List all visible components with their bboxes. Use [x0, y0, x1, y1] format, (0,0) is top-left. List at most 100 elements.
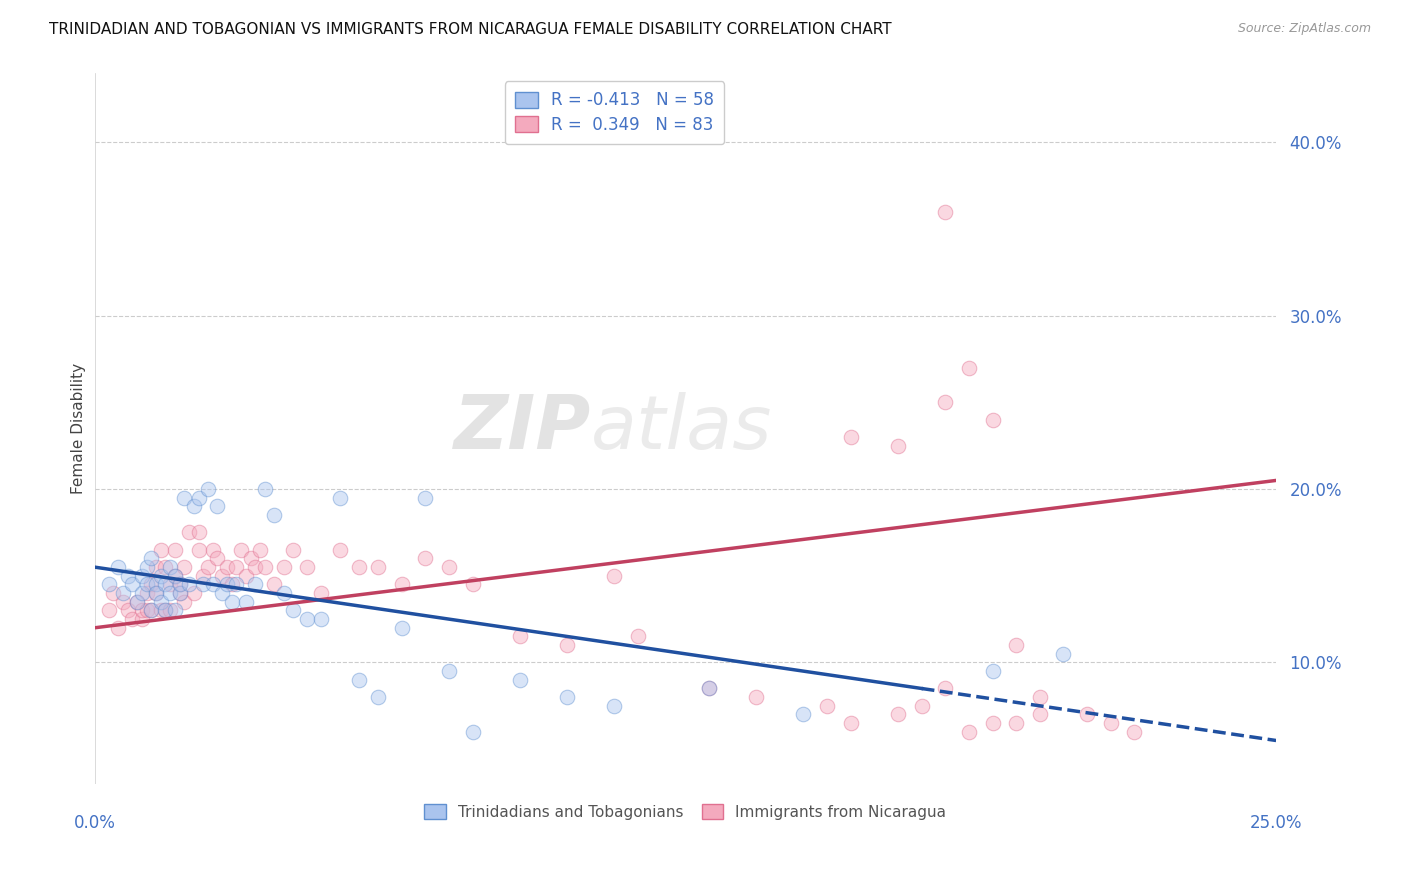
Point	[117, 569, 139, 583]
Point	[159, 586, 181, 600]
Point	[193, 577, 215, 591]
Legend: Trinidadians and Tobagonians, Immigrants from Nicaragua: Trinidadians and Tobagonians, Immigrants…	[418, 798, 952, 826]
Point	[1052, 647, 1074, 661]
Point	[253, 482, 276, 496]
Point	[207, 551, 229, 566]
Point	[1123, 724, 1146, 739]
Point	[111, 586, 134, 600]
Point	[391, 577, 413, 591]
Point	[245, 577, 267, 591]
Point	[415, 491, 437, 505]
Point	[135, 603, 157, 617]
Point	[155, 560, 177, 574]
Point	[887, 439, 910, 453]
Point	[263, 577, 285, 591]
Point	[197, 482, 219, 496]
Point	[1076, 707, 1098, 722]
Point	[131, 586, 153, 600]
Point	[273, 560, 295, 574]
Point	[367, 560, 389, 574]
Point	[249, 542, 271, 557]
Point	[253, 560, 276, 574]
Text: 0.0%: 0.0%	[73, 814, 115, 832]
Point	[169, 586, 191, 600]
Point	[697, 681, 720, 696]
Point	[215, 560, 238, 574]
Point	[183, 586, 205, 600]
Point	[141, 577, 163, 591]
Point	[155, 603, 177, 617]
Point	[221, 577, 243, 591]
Point	[193, 569, 215, 583]
Point	[603, 569, 626, 583]
Point	[329, 491, 352, 505]
Text: atlas: atlas	[591, 392, 772, 465]
Point	[149, 542, 172, 557]
Point	[159, 577, 181, 591]
Point	[187, 525, 209, 540]
Point	[159, 603, 181, 617]
Point	[127, 595, 149, 609]
Point	[145, 577, 167, 591]
Point	[135, 577, 157, 591]
Point	[103, 586, 125, 600]
Point	[461, 724, 484, 739]
Point	[957, 724, 980, 739]
Point	[245, 560, 267, 574]
Y-axis label: Female Disability: Female Disability	[72, 363, 86, 494]
Point	[211, 586, 233, 600]
Point	[131, 569, 153, 583]
Point	[1029, 690, 1052, 705]
Point	[163, 569, 186, 583]
Point	[173, 491, 195, 505]
Point	[201, 542, 224, 557]
Point	[211, 569, 233, 583]
Point	[187, 542, 209, 557]
Point	[1005, 716, 1028, 731]
Point	[509, 630, 531, 644]
Point	[229, 542, 252, 557]
Point	[437, 664, 460, 678]
Point	[415, 551, 437, 566]
Point	[111, 595, 134, 609]
Point	[183, 500, 205, 514]
Point	[235, 569, 257, 583]
Point	[135, 560, 157, 574]
Point	[745, 690, 768, 705]
Point	[235, 595, 257, 609]
Point	[981, 664, 1004, 678]
Point	[1005, 638, 1028, 652]
Point	[215, 577, 238, 591]
Point	[163, 542, 186, 557]
Text: ZIP: ZIP	[454, 392, 591, 465]
Point	[934, 395, 956, 409]
Point	[107, 560, 129, 574]
Point	[367, 690, 389, 705]
Point	[957, 360, 980, 375]
Point	[155, 577, 177, 591]
Point	[131, 612, 153, 626]
Point	[437, 560, 460, 574]
Point	[839, 430, 862, 444]
Point	[603, 698, 626, 713]
Point	[281, 603, 304, 617]
Point	[163, 569, 186, 583]
Point	[815, 698, 838, 713]
Point	[149, 603, 172, 617]
Point	[173, 595, 195, 609]
Point	[141, 603, 163, 617]
Point	[169, 577, 191, 591]
Point	[887, 707, 910, 722]
Point	[159, 560, 181, 574]
Point	[555, 690, 578, 705]
Point	[107, 621, 129, 635]
Point	[97, 603, 120, 617]
Point	[239, 551, 262, 566]
Point	[509, 673, 531, 687]
Point	[297, 560, 319, 574]
Point	[163, 603, 186, 617]
Point	[627, 630, 650, 644]
Point	[177, 577, 200, 591]
Point	[349, 560, 371, 574]
Text: Source: ZipAtlas.com: Source: ZipAtlas.com	[1237, 22, 1371, 36]
